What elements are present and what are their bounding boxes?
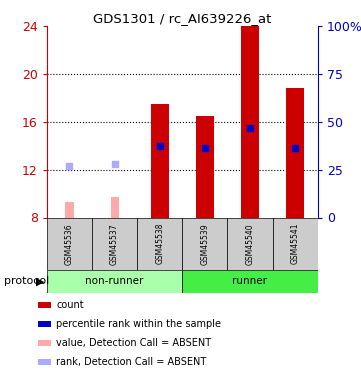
Text: GSM45537: GSM45537: [110, 223, 119, 265]
Bar: [65, 202, 74, 217]
Text: count: count: [56, 300, 84, 310]
Bar: [241, 26, 259, 218]
Text: percentile rank within the sample: percentile rank within the sample: [56, 319, 221, 329]
Text: GSM45536: GSM45536: [65, 223, 74, 265]
Text: value, Detection Call = ABSENT: value, Detection Call = ABSENT: [56, 338, 212, 348]
Bar: [182, 270, 318, 292]
Point: [247, 125, 253, 131]
Point: [292, 145, 298, 151]
Bar: [47, 270, 182, 292]
Bar: [137, 217, 182, 270]
Bar: [151, 104, 169, 218]
Point: [67, 163, 73, 169]
Bar: [92, 217, 137, 270]
Bar: [38, 302, 51, 308]
Text: non-runner: non-runner: [86, 276, 144, 286]
Text: rank, Detection Call = ABSENT: rank, Detection Call = ABSENT: [56, 357, 206, 367]
Text: runner: runner: [232, 276, 268, 286]
Bar: [47, 217, 92, 270]
Text: protocol: protocol: [4, 276, 49, 286]
Bar: [38, 359, 51, 364]
Text: GSM45540: GSM45540: [245, 223, 255, 265]
Bar: [227, 217, 273, 270]
Bar: [110, 197, 119, 217]
Bar: [38, 321, 51, 327]
Point: [112, 161, 118, 167]
Point: [202, 145, 208, 151]
Bar: [182, 217, 227, 270]
Bar: [273, 217, 318, 270]
Bar: [38, 340, 51, 346]
Point: [157, 143, 162, 149]
Text: GSM45539: GSM45539: [200, 223, 209, 265]
Bar: [286, 88, 304, 218]
Text: GSM45538: GSM45538: [155, 223, 164, 264]
Title: GDS1301 / rc_AI639226_at: GDS1301 / rc_AI639226_at: [93, 12, 271, 25]
Bar: [196, 116, 214, 218]
Text: GSM45541: GSM45541: [291, 223, 300, 264]
Text: ▶: ▶: [36, 276, 45, 286]
